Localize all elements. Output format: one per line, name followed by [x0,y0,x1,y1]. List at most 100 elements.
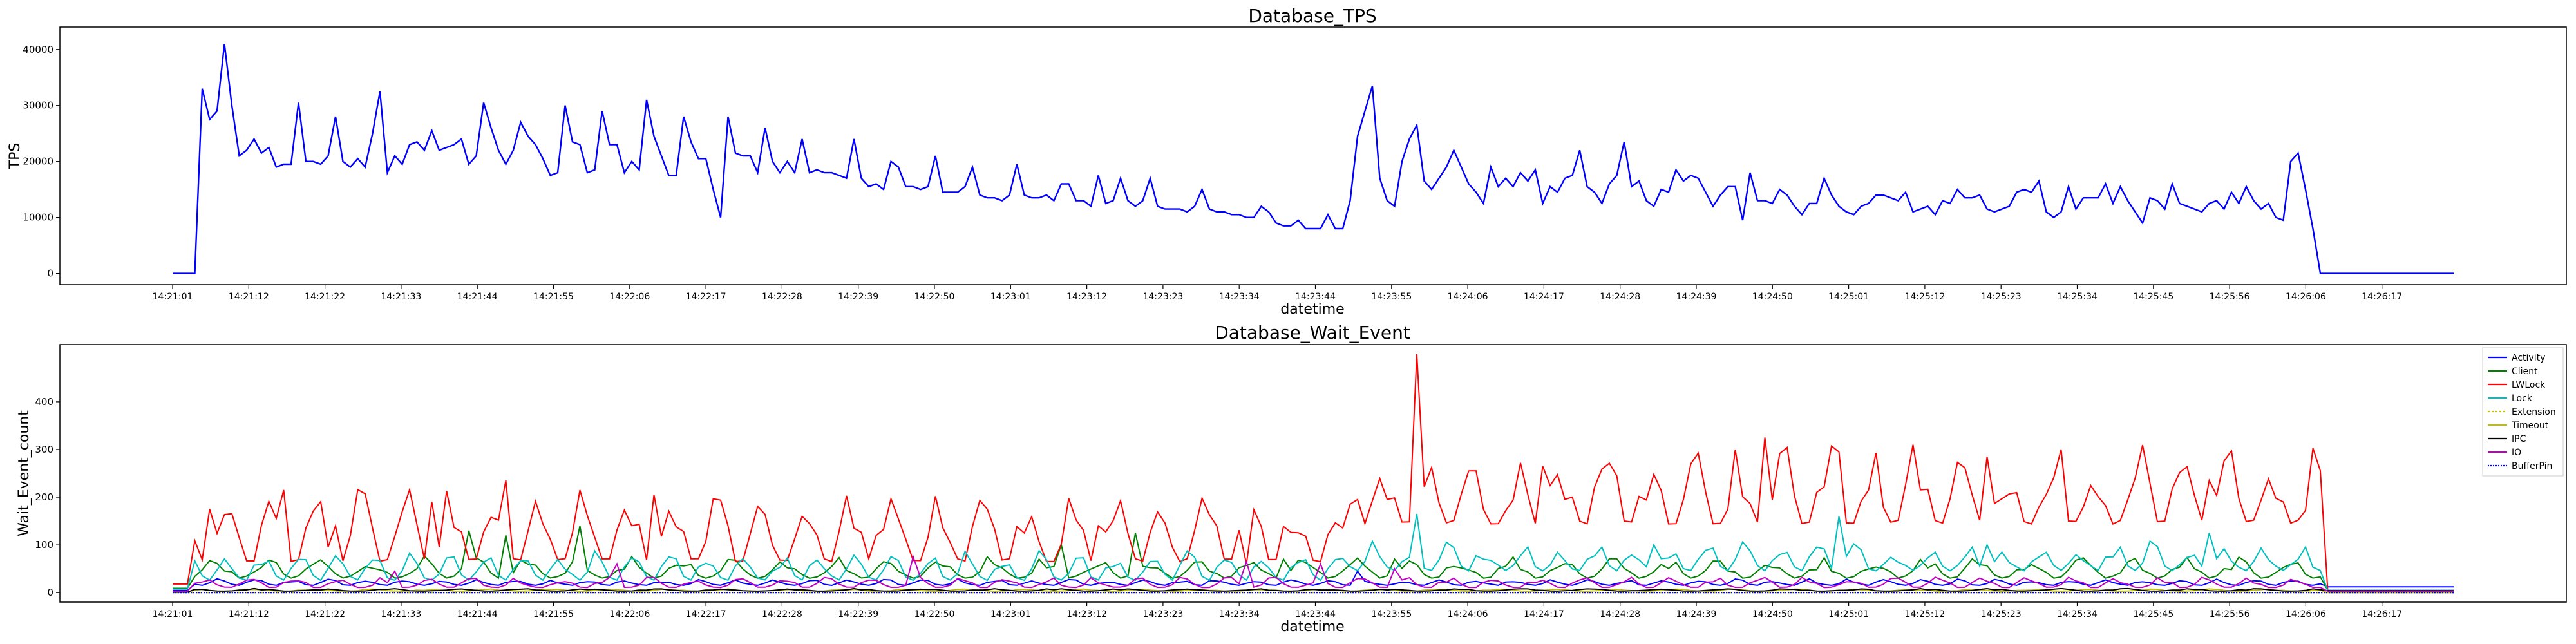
legend-label: Extension [2512,407,2556,417]
x-tick-label: 14:21:01 [153,609,193,620]
x-tick-label: 14:25:12 [1904,292,1945,302]
x-tick-label: 14:25:56 [2210,292,2250,302]
y-tick-label: 0 [47,587,53,598]
x-tick-label: 14:22:28 [762,609,802,620]
x-tick-label: 14:23:01 [990,292,1031,302]
wait-series-activity [173,570,2454,591]
wait-event-plot-area [59,344,2567,603]
x-tick-label: 14:21:22 [305,609,345,620]
y-tick-label: 300 [35,444,53,455]
x-tick-label: 14:24:06 [1448,292,1488,302]
tps-series-line [173,43,2454,274]
wait-event-chart: Database_Wait_Event 0 100 200 300 400 14:21:… [16,322,2567,635]
x-tick-label: 14:23:12 [1066,292,1107,302]
x-tick-label: 14:22:28 [762,292,802,302]
tps-chart: Database_TPS 0 10000 20000 30000 40000 14:21… [7,5,2567,317]
x-tick-label: 14:21:55 [533,609,574,620]
wait-event-legend: Activity Client LWLock Lock Extension Timeout… [2482,347,2564,477]
x-tick-label: 14:23:01 [990,609,1031,620]
x-tick-label: 14:22:17 [686,609,726,620]
x-tick-label: 14:24:28 [1600,609,1640,620]
x-tick-label: 14:23:55 [1371,292,1412,302]
x-tick-label: 14:22:39 [838,292,878,302]
x-tick-label: 14:21:01 [153,292,193,302]
x-tick-label: 14:21:55 [533,292,574,302]
x-tick-label: 14:22:06 [609,609,650,620]
x-tick-label: 14:24:39 [1676,609,1717,620]
x-tick-label: 14:24:50 [1752,292,1793,302]
tps-chart-title: Database_TPS [1248,5,1376,26]
x-tick-label: 14:25:01 [1828,292,1869,302]
legend-label: BufferPin [2512,461,2552,471]
y-tick-label: 40000 [23,44,53,55]
x-tick-label: 14:25:34 [2057,609,2098,620]
x-tick-label: 14:25:45 [2133,609,2174,620]
x-tick-label: 14:23:34 [1219,292,1260,302]
x-tick-label: 14:25:45 [2133,292,2174,302]
wait-event-series [173,354,2454,594]
x-tick-label: 14:24:17 [1524,609,1564,620]
x-tick-label: 14:25:12 [1904,609,1945,620]
x-tick-label: 14:22:50 [914,609,955,620]
x-tick-label: 14:25:23 [1981,609,2022,620]
tps-series [173,43,2454,274]
x-tick-label: 14:23:44 [1295,609,1336,620]
x-tick-label: 14:26:06 [2286,609,2326,620]
x-tick-label: 14:25:01 [1828,609,1869,620]
tps-x-axis-label: datetime [1280,301,1344,317]
x-tick-label: 14:22:50 [914,292,955,302]
x-tick-label: 14:24:17 [1524,292,1564,302]
x-tick-label: 14:21:22 [305,292,345,302]
x-tick-label: 14:21:44 [457,609,498,620]
x-tick-label: 14:23:44 [1295,292,1336,302]
x-tick-label: 14:23:34 [1219,609,1260,620]
legend-label: Activity [2512,353,2545,363]
wait-event-y-axis-label: Wait_Event_count [16,410,32,536]
tps-y-axis-label: TPS [7,143,23,170]
x-tick-label: 14:26:06 [2286,292,2326,302]
wait-event-x-axis-label: datetime [1280,619,1344,635]
y-tick-label: 0 [47,268,53,279]
wait-event-y-ticks: 0 100 200 300 400 [35,396,60,598]
x-tick-label: 14:24:39 [1676,292,1717,302]
x-tick-label: 14:25:34 [2057,292,2098,302]
y-tick-label: 10000 [23,212,53,223]
legend-label: LWLock [2512,380,2546,390]
x-tick-label: 14:21:12 [229,292,269,302]
x-tick-label: 14:23:12 [1066,609,1107,620]
x-tick-label: 14:21:12 [229,609,269,620]
x-tick-label: 14:25:56 [2210,609,2250,620]
x-tick-label: 14:26:17 [2362,292,2402,302]
y-tick-label: 100 [35,539,53,551]
legend-label: IO [2512,448,2521,458]
legend-label: Lock [2512,393,2533,404]
x-tick-label: 14:25:23 [1981,292,2022,302]
y-tick-label: 30000 [23,100,53,111]
x-tick-label: 14:26:17 [2362,609,2402,620]
x-tick-label: 14:21:33 [381,292,421,302]
x-tick-label: 14:21:44 [457,292,498,302]
x-tick-label: 14:22:17 [686,292,726,302]
wait-event-x-ticks: 14:21:01 14:21:12 14:21:22 14:21:33 14:21:44… [153,602,2402,620]
x-tick-label: 14:23:23 [1142,609,1183,620]
x-tick-label: 14:23:23 [1142,292,1183,302]
tps-y-ticks: 0 10000 20000 30000 40000 [23,44,60,279]
wait-event-chart-title: Database_Wait_Event [1215,322,1410,343]
tps-plot-area [59,26,2567,285]
wait-series-io [173,554,2454,592]
x-tick-label: 14:24:50 [1752,609,1793,620]
wait-series-lwlock [173,354,2454,591]
tps-x-ticks: 14:21:01 14:21:12 14:21:22 14:21:33 14:21:44… [153,285,2402,302]
wait-series-ipc [173,587,2454,593]
x-tick-label: 14:24:28 [1600,292,1640,302]
y-tick-label: 200 [35,491,53,503]
y-tick-label: 20000 [23,156,53,167]
x-tick-label: 14:21:33 [381,609,421,620]
legend-label: Client [2512,366,2538,377]
x-tick-label: 14:23:55 [1371,609,1412,620]
x-tick-label: 14:24:06 [1448,609,1488,620]
legend-label: Timeout [2511,421,2549,431]
x-tick-label: 14:22:06 [609,292,650,302]
wait-series-client [173,526,2454,591]
